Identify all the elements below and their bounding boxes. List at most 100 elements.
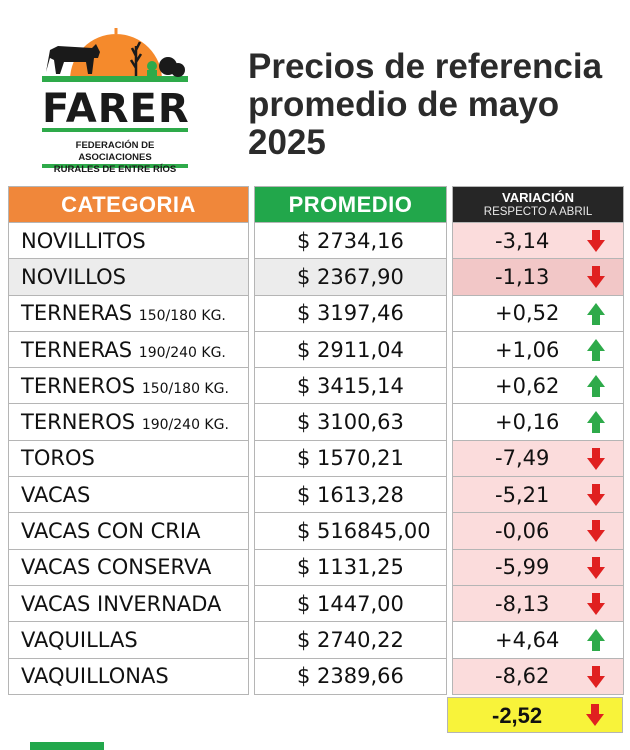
price-cell: $ 2740,22 — [254, 621, 447, 659]
title-line-2: promedio de mayo — [248, 85, 560, 124]
table-row: NOVILLOS $ 2367,90 -1,13 — [8, 258, 624, 296]
column-gap — [248, 331, 255, 368]
column-gap — [446, 512, 453, 550]
variation-cell: +4,64 — [452, 621, 624, 659]
variation-cell: +0,52 — [452, 294, 624, 332]
category-cell: NOVILLITOS — [8, 221, 249, 260]
variation-value: -8,62 — [495, 664, 550, 689]
variation-value: -3,14 — [495, 228, 550, 253]
category-label: VAQUILLAS — [21, 627, 138, 652]
column-gap — [248, 258, 255, 296]
price-cell: $ 3415,14 — [254, 367, 447, 405]
variation-value: -1,13 — [495, 264, 550, 289]
price-cell: $ 1131,25 — [254, 548, 447, 586]
variation-value: -5,99 — [495, 555, 550, 580]
logo-subtitle: FEDERACIÓN DE ASOCIACIONES RURALES DE EN… — [40, 140, 190, 176]
variation-cell: -7,49 — [452, 439, 624, 478]
arrow-down-icon — [587, 266, 605, 289]
price-cell: $ 516845,00 — [254, 512, 447, 550]
column-gap — [248, 403, 255, 441]
logo-subtitle-line-2: RURALES DE ENTRE RÍOS — [53, 164, 177, 175]
price-cell: $ 3100,63 — [254, 403, 447, 441]
category-cell: TERNERAS 150/180 KG. — [8, 294, 249, 332]
title-line-1: Precios de referencia — [248, 47, 603, 86]
table-row: TERNEROS 150/180 KG. $ 3415,14 +0,62 — [8, 367, 624, 405]
variation-cell: -8,13 — [452, 584, 624, 623]
category-label: VACAS CON CRIA — [21, 519, 201, 544]
category-cell: TERNEROS 150/180 KG. — [8, 367, 249, 405]
column-gap — [248, 585, 255, 622]
category-cell: NOVILLOS — [8, 258, 249, 296]
table-row: TERNEROS 190/240 KG. $ 3100,63 +0,16 — [8, 403, 624, 441]
column-gap — [248, 440, 255, 477]
table-row: TOROS $ 1570,21 -7,49 — [8, 439, 624, 478]
category-cell: VACAS CONSERVA — [8, 548, 249, 586]
column-gap — [446, 476, 453, 513]
arrow-down-icon — [587, 230, 605, 252]
variation-value: -8,13 — [495, 591, 550, 616]
table-row: VACAS INVERNADA $ 1447,00 -8,13 — [8, 584, 624, 623]
category-cell: TOROS — [8, 439, 249, 478]
table-row: NOVILLITOS $ 2734,16 -3,14 — [8, 221, 624, 260]
table-row: TERNERAS 190/240 KG. $ 2911,04 +1,06 — [8, 330, 624, 369]
variation-value: -7,49 — [495, 446, 550, 471]
table-row: TERNERAS 150/180 KG. $ 3197,46 +0,52 — [8, 294, 624, 332]
column-gap — [248, 476, 255, 513]
category-label: TERNERAS — [21, 337, 133, 362]
price-cell: $ 1447,00 — [254, 584, 447, 623]
arrow-down-icon — [587, 520, 605, 543]
weight-range: 190/240 KG. — [138, 344, 226, 361]
category-label: NOVILLOS — [21, 264, 126, 289]
variation-cell: -5,21 — [452, 476, 624, 514]
logo-subtitle-line-1: FEDERACIÓN DE ASOCIACIONES — [75, 140, 155, 163]
price-cell: $ 2734,16 — [254, 221, 447, 260]
column-gap — [248, 512, 255, 550]
column-gap — [446, 585, 453, 622]
variation-cell: +0,62 — [452, 367, 624, 405]
arrow-up-icon — [587, 375, 605, 398]
column-gap — [446, 403, 453, 441]
category-label: TOROS — [21, 446, 95, 471]
header-promedio: PROMEDIO — [254, 186, 447, 223]
variation-cell: -1,13 — [452, 258, 624, 296]
page-title: Precios de referencia promedio de mayo 2… — [248, 48, 618, 162]
category-label: VACAS CONSERVA — [21, 555, 212, 580]
table-row: VAQUILLONAS $ 2389,66 -8,62 — [8, 657, 624, 695]
variation-value: +0,52 — [495, 301, 560, 326]
column-gap — [248, 295, 255, 332]
weight-range: 150/180 KG. — [141, 380, 229, 397]
column-gap — [446, 222, 453, 259]
category-label: NOVILLITOS — [21, 228, 146, 253]
column-gap — [446, 549, 453, 586]
arrow-down-icon — [587, 556, 605, 579]
header-variacion: VARIACIÓN RESPECTO A ABRIL — [452, 186, 624, 223]
arrow-down-icon — [587, 592, 605, 615]
category-label: VACAS INVERNADA — [21, 591, 222, 616]
arrow-up-icon — [587, 629, 605, 652]
price-cell: $ 3197,46 — [254, 294, 447, 332]
category-label: TERNEROS — [21, 373, 136, 398]
category-cell: TERNEROS 190/240 KG. — [8, 403, 249, 441]
variation-value: -0,06 — [495, 519, 550, 544]
column-gap — [446, 658, 453, 695]
table-row: VACAS $ 1613,28 -5,21 — [8, 476, 624, 514]
category-label: TERNEROS — [21, 410, 136, 435]
header-variacion-subtitle: RESPECTO A ABRIL — [483, 205, 593, 218]
category-cell: VACAS INVERNADA — [8, 584, 249, 623]
variation-cell: -5,99 — [452, 548, 624, 586]
arrow-up-icon — [587, 338, 605, 361]
total-variation-cell: -2,52 — [447, 697, 623, 733]
weight-range: 190/240 KG. — [141, 417, 229, 434]
column-gap — [446, 621, 453, 659]
variation-cell: +1,06 — [452, 330, 624, 369]
variation-value: +0,62 — [495, 373, 560, 398]
farer-logo: FARER FEDERACIÓN DE ASOCIACIONES RURALES… — [40, 28, 190, 175]
column-gap — [248, 621, 255, 659]
table-row: VACAS CONSERVA $ 1131,25 -5,99 — [8, 548, 624, 586]
arrow-down-icon — [587, 484, 605, 507]
variation-cell: -3,14 — [452, 221, 624, 260]
price-cell: $ 2367,90 — [254, 258, 447, 296]
category-cell: VAQUILLAS — [8, 621, 249, 659]
logo-name: FARER — [42, 86, 190, 132]
arrow-down-icon — [587, 447, 605, 470]
